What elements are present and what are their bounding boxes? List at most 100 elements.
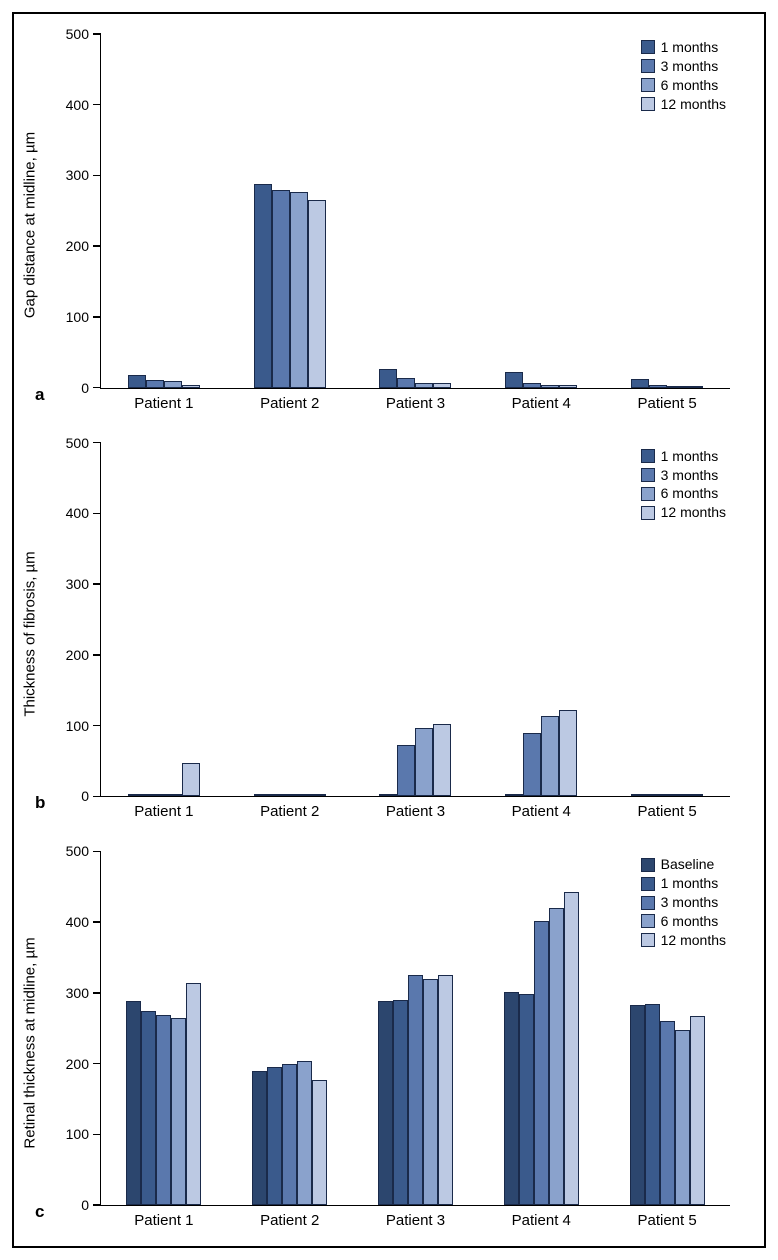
- bar: [308, 200, 326, 388]
- bar: [272, 190, 290, 387]
- y-tick: [93, 1134, 101, 1136]
- x-tick-label: Patient 3: [386, 395, 445, 412]
- y-tick: [93, 316, 101, 318]
- bar: [156, 1015, 171, 1205]
- bar: [164, 381, 182, 387]
- x-group: Patient 5: [604, 851, 730, 1205]
- panel-letter-a: a: [35, 385, 44, 405]
- bar: [290, 192, 308, 387]
- panel-a: Gap distance at midline, µm a 1 months3 …: [38, 32, 740, 419]
- x-tick-label: Patient 4: [512, 395, 571, 412]
- bar: [631, 794, 649, 796]
- bar: [667, 794, 685, 796]
- bar: [559, 710, 577, 796]
- x-group: Patient 1: [101, 443, 227, 797]
- bar: [523, 733, 541, 796]
- y-tick: [93, 175, 101, 177]
- x-group: Patient 3: [353, 851, 479, 1205]
- bar: [645, 1004, 660, 1205]
- bar: [505, 794, 523, 796]
- x-tick-label: Patient 2: [260, 395, 319, 412]
- x-tick-label: Patient 4: [512, 803, 571, 820]
- y-axis-label-a: Gap distance at midline, µm: [22, 132, 39, 318]
- y-tick: [93, 513, 101, 515]
- figure-container: Gap distance at midline, µm a 1 months3 …: [12, 12, 766, 1248]
- bar: [282, 1064, 297, 1205]
- bar: [312, 1080, 327, 1205]
- x-tick-label: Patient 5: [637, 1212, 696, 1229]
- y-tick-label: 300: [66, 167, 89, 183]
- y-tick-label: 0: [81, 1197, 89, 1213]
- y-tick-label: 500: [66, 435, 89, 451]
- bar: [164, 794, 182, 796]
- x-group: Patient 2: [227, 851, 353, 1205]
- bar: [254, 184, 272, 388]
- x-tick-label: Patient 3: [386, 803, 445, 820]
- y-tick: [93, 104, 101, 106]
- y-tick-label: 200: [66, 238, 89, 254]
- bar: [649, 385, 667, 388]
- bar: [128, 375, 146, 388]
- y-tick: [93, 725, 101, 727]
- chart-area-b: 1 months3 months6 months12 months 010020…: [100, 443, 730, 798]
- x-group: Patient 3: [353, 34, 479, 388]
- y-tick-label: 0: [81, 380, 89, 396]
- bar: [378, 1001, 393, 1205]
- y-tick: [93, 796, 101, 798]
- x-group: Patient 2: [227, 34, 353, 388]
- x-group: Patient 5: [604, 34, 730, 388]
- x-group: Patient 4: [478, 34, 604, 388]
- x-tick-label: Patient 2: [260, 803, 319, 820]
- y-tick: [93, 387, 101, 389]
- bar: [690, 1016, 705, 1205]
- y-tick-label: 400: [66, 505, 89, 521]
- y-tick-label: 100: [66, 1126, 89, 1142]
- bar: [171, 1018, 186, 1205]
- y-tick: [93, 851, 101, 853]
- bar: [186, 983, 201, 1205]
- y-axis-label-c: Retinal thickness at midline, µm: [22, 937, 39, 1148]
- bar: [438, 975, 453, 1205]
- bar: [504, 992, 519, 1205]
- x-tick-label: Patient 4: [512, 1212, 571, 1229]
- x-group: Patient 4: [478, 851, 604, 1205]
- y-tick: [93, 442, 101, 444]
- bar: [433, 383, 451, 388]
- bar: [397, 745, 415, 796]
- bar: [146, 794, 164, 796]
- panel-b: Thickness of fibrosis, µm b 1 months3 mo…: [38, 441, 740, 828]
- y-tick: [93, 921, 101, 923]
- bar: [397, 378, 415, 387]
- y-tick-label: 400: [66, 97, 89, 113]
- bar: [379, 794, 397, 796]
- bar: [379, 369, 397, 388]
- bar: [660, 1021, 675, 1205]
- bar: [505, 372, 523, 388]
- bar: [564, 892, 579, 1205]
- bar: [308, 794, 326, 796]
- bar: [423, 979, 438, 1205]
- x-group: Patient 1: [101, 34, 227, 388]
- bar: [549, 908, 564, 1205]
- bar: [630, 1005, 645, 1205]
- bar: [433, 724, 451, 797]
- bar: [667, 386, 685, 388]
- y-tick: [93, 33, 101, 35]
- chart-area-a: 1 months3 months6 months12 months 010020…: [100, 34, 730, 389]
- bar: [631, 379, 649, 387]
- x-group: Patient 2: [227, 443, 353, 797]
- x-groups-b: Patient 1Patient 2Patient 3Patient 4Pati…: [101, 443, 730, 797]
- y-axis-label-b: Thickness of fibrosis, µm: [22, 551, 39, 716]
- y-tick-label: 100: [66, 309, 89, 325]
- bar: [685, 794, 703, 796]
- bar: [272, 794, 290, 796]
- bar: [541, 716, 559, 796]
- bar: [559, 385, 577, 388]
- x-group: Patient 1: [101, 851, 227, 1205]
- y-tick: [93, 583, 101, 585]
- y-tick-label: 0: [81, 788, 89, 804]
- y-tick-label: 100: [66, 718, 89, 734]
- x-tick-label: Patient 2: [260, 1212, 319, 1229]
- y-tick-label: 400: [66, 914, 89, 930]
- bar: [126, 1001, 141, 1205]
